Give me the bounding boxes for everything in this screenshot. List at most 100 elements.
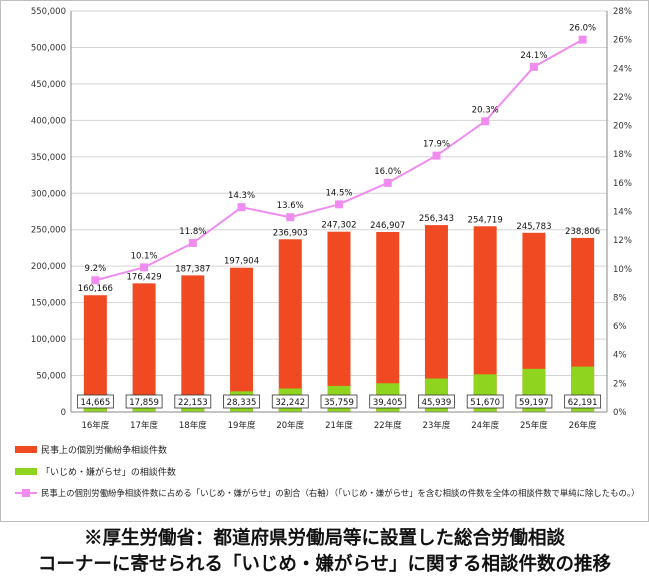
data-label-total: 254,719	[468, 215, 503, 225]
data-label-ratio: 14.5%	[325, 188, 352, 198]
legend-item-bullying: 「いじめ・嫌がらせ」の相談件数	[15, 465, 176, 478]
bar-total	[278, 239, 302, 412]
y-left-tick-label: 150,000	[31, 299, 66, 309]
chart: 0 50,000 100,000 150,000 200,000 250,000 300,0…	[31, 7, 632, 431]
y-right-tick-label: 16%	[613, 179, 632, 189]
x-tick-label: 21年度	[325, 420, 353, 431]
data-label-box-bullying	[466, 394, 504, 409]
y-right-tick-label: 14%	[613, 208, 632, 218]
chart-panel: 0 50,000 100,000 150,000 200,000 250,000 300,0…	[0, 0, 649, 522]
legend-swatch-total	[15, 446, 37, 453]
x-tick-label: 20年度	[276, 420, 304, 431]
bar-total	[473, 226, 497, 412]
legend-swatch-ratio	[15, 489, 37, 497]
y-left-tick-label: 300,000	[31, 189, 66, 199]
point-ratio	[578, 35, 587, 44]
bar-total	[181, 275, 205, 412]
data-label-total: 256,343	[419, 214, 454, 224]
data-label-box-bullying	[369, 394, 407, 409]
data-label-box-bullying	[174, 394, 212, 409]
data-label-total: 176,429	[127, 272, 162, 282]
y-right-tick-label: 2%	[613, 379, 627, 389]
data-label-bullying: 22,153	[178, 398, 208, 408]
y-left-tick-label: 200,000	[31, 262, 66, 272]
y-right-tick-label: 4%	[613, 351, 627, 361]
legend-label-total: 民事上の個別労働紛争相談件数	[41, 446, 168, 456]
data-label-ratio: 10.1%	[131, 251, 158, 261]
data-label-total: 236,903	[273, 228, 308, 238]
bar-total	[424, 225, 448, 412]
bar-total	[376, 231, 400, 412]
y-right-tick-label: 24%	[613, 64, 632, 74]
data-label-box-bullying	[76, 394, 114, 409]
point-ratio	[188, 239, 197, 248]
y-left-tick-label: 550,000	[31, 7, 66, 17]
legend-label-bullying: 「いじめ・嫌がらせ」の相談件数	[41, 468, 176, 478]
legend-label-ratio: 民事上の個別労働紛争相談件数に占める「いじめ・嫌がらせ」の割合（右軸）（「いじめ…	[41, 488, 640, 498]
y-left-tick-label: 450,000	[31, 80, 66, 90]
bar-total	[132, 283, 156, 412]
data-label-ratio: 20.3%	[472, 105, 499, 115]
data-label-bullying: 51,670	[470, 398, 500, 408]
point-ratio	[383, 178, 392, 187]
data-label-bullying: 17,859	[129, 398, 159, 408]
point-ratio	[91, 276, 100, 285]
data-label-ratio: 13.6%	[277, 201, 304, 211]
point-ratio	[335, 200, 343, 209]
point-ratio	[286, 213, 295, 222]
point-ratio	[237, 203, 246, 212]
legend-item-ratio: 民事上の個別労働紛争相談件数に占める「いじめ・嫌がらせ」の割合（右軸）（「いじめ…	[15, 487, 639, 499]
bar-total	[327, 231, 351, 412]
data-label-box-bullying	[515, 394, 553, 409]
x-tick-label: 18年度	[179, 420, 207, 431]
data-label-total: 197,904	[224, 257, 259, 267]
y-left-tick-label: 250,000	[31, 226, 66, 236]
x-tick-label: 19年度	[228, 420, 256, 431]
y-right-tick-label: 12%	[613, 236, 632, 246]
point-ratio	[432, 151, 441, 160]
data-label-ratio: 9.2%	[85, 264, 107, 274]
data-label-bullying: 39,405	[373, 398, 403, 408]
y-left-tick-label: 100,000	[31, 335, 66, 345]
caption: ※厚生労働省：都道府県労働局等に設置した総合労働相談 コーナーに寄せられる「いじ…	[0, 526, 649, 578]
x-tick-label: 24年度	[471, 420, 499, 431]
x-tick-label: 17年度	[130, 420, 158, 431]
data-label-ratio: 24.1%	[520, 51, 547, 61]
data-label-box-bullying	[223, 394, 260, 409]
y-right-tick-label: 6%	[613, 322, 627, 332]
data-label-ratio: 11.8%	[179, 227, 206, 237]
data-label-total: 160,166	[78, 284, 113, 294]
data-label-ratio: 26.0%	[569, 24, 596, 34]
data-label-bullying: 35,759	[324, 398, 354, 408]
y-right-tick-label: 26%	[613, 36, 632, 46]
data-label-bullying: 14,665	[80, 398, 110, 408]
data-label-total: 247,302	[321, 221, 356, 231]
point-ratio	[481, 117, 490, 126]
y-right-tick-label: 8%	[613, 293, 627, 303]
data-label-bullying: 32,242	[275, 398, 305, 408]
legend-swatch-bullying	[15, 468, 37, 475]
data-label-ratio: 17.9%	[423, 140, 450, 150]
x-tick-label: 25年度	[520, 420, 548, 431]
data-label-ratio: 16.0%	[374, 167, 401, 177]
caption-line-2: コーナーに寄せられる「いじめ・嫌がらせ」に関する相談件数の推移	[37, 554, 612, 575]
x-tick-label: 16年度	[81, 420, 109, 431]
y-left-tick-label: 400,000	[31, 116, 66, 126]
data-label-box-bullying	[271, 394, 309, 409]
point-ratio	[140, 263, 149, 272]
data-label-bullying: 62,191	[568, 398, 598, 408]
y-right-tick-label: 0%	[613, 408, 627, 418]
data-label-box-bullying	[418, 394, 455, 409]
data-label-ratio: 14.3%	[228, 191, 255, 201]
bar-total	[230, 267, 254, 412]
data-label-total: 246,907	[370, 221, 405, 231]
legend-item-total: 民事上の個別労働紛争相談件数	[15, 443, 167, 456]
data-label-total: 238,806	[565, 227, 600, 237]
y-right-tick-label: 28%	[613, 7, 632, 17]
data-label-bullying: 45,939	[422, 398, 452, 408]
caption-line-1: ※厚生労働省：都道府県労働局等に設置した総合労働相談	[83, 528, 565, 549]
y-left-tick-label: 500,000	[31, 43, 66, 53]
y-right-tick-label: 18%	[613, 150, 632, 160]
y-right-tick-label: 22%	[613, 93, 632, 103]
bar-total	[83, 295, 107, 412]
